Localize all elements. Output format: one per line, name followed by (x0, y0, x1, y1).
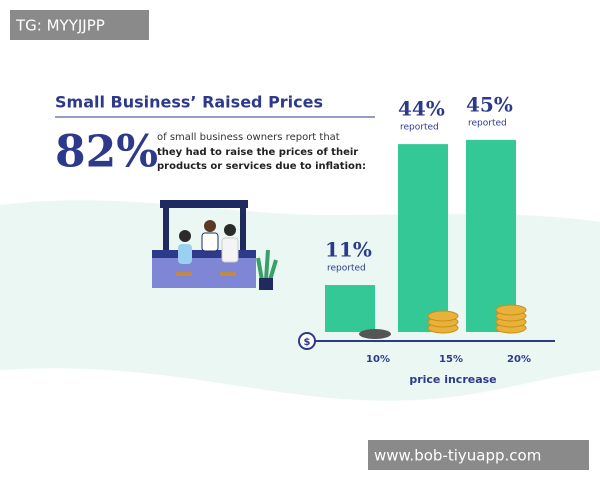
value-note: reported (468, 118, 507, 128)
value-note: reported (327, 264, 366, 274)
watermark-box (368, 440, 589, 470)
value-label: 11% (325, 238, 372, 262)
axis-symbol-circle (298, 332, 316, 350)
x-tick-label: 15% (439, 354, 463, 365)
value-note: reported (400, 123, 439, 133)
illustration (152, 200, 278, 290)
coin (359, 329, 391, 339)
stat: 82% (55, 127, 158, 178)
axis-symbol: $ (304, 337, 311, 348)
bar (398, 144, 448, 332)
x-tick-label: 20% (507, 354, 531, 365)
coin (427, 310, 459, 322)
bar (325, 285, 375, 332)
coin (495, 304, 527, 316)
chart-title: Small Business’ Raised Prices (55, 93, 323, 112)
background-shape (0, 200, 600, 401)
description-bold: products or services due to inflation: (157, 161, 366, 172)
watermark: www.bob-tiyuapp.com (374, 447, 541, 465)
watermark: TG: MYYJJPP (15, 17, 105, 35)
description-bold: they had to raise the prices of their (157, 147, 358, 158)
x-tick-label: 10% (366, 354, 390, 365)
watermark-box (10, 10, 149, 40)
value-label: 45% (466, 92, 513, 116)
description: of small business owners report that (157, 132, 340, 143)
x-axis-label: price increase (409, 373, 496, 386)
value-label: 44% (398, 97, 445, 121)
bar (466, 139, 516, 332)
